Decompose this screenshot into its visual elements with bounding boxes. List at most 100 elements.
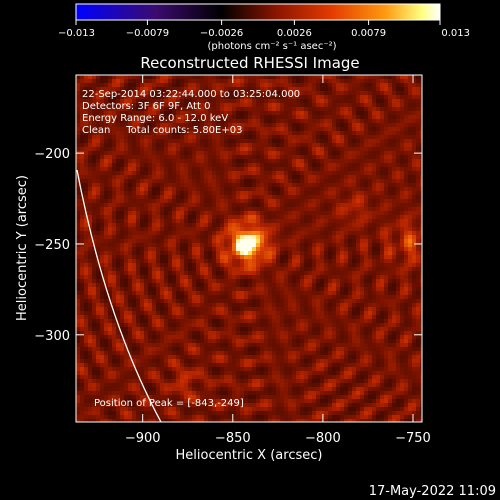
heatmap-cell [176, 183, 180, 187]
heatmap-cell [332, 99, 336, 103]
heatmap-cell [312, 167, 316, 171]
heatmap-cell [364, 139, 368, 143]
heatmap-cell [332, 283, 336, 287]
heatmap-cell [200, 279, 204, 283]
heatmap-cell [260, 211, 264, 215]
heatmap-cell [152, 147, 156, 151]
heatmap-cell [404, 199, 408, 203]
heatmap-cell [132, 175, 136, 179]
heatmap-cell [200, 267, 204, 271]
heatmap-cell [284, 103, 288, 107]
heatmap-cell [308, 211, 312, 215]
heatmap-cell [396, 167, 400, 171]
heatmap-cell [224, 171, 228, 175]
heatmap-cell [204, 275, 208, 279]
heatmap-cell [316, 95, 320, 99]
heatmap-cell [80, 87, 84, 91]
heatmap-cell [112, 107, 116, 111]
heatmap-cell [328, 139, 332, 143]
heatmap-cell [88, 151, 92, 155]
heatmap-cell [228, 75, 232, 79]
heatmap-cell [208, 187, 212, 191]
heatmap-cell [148, 171, 152, 175]
heatmap-cell [128, 107, 132, 111]
heatmap-cell [312, 143, 316, 147]
heatmap-cell [152, 87, 156, 91]
heatmap-cell [256, 79, 260, 83]
heatmap-cell [392, 91, 396, 95]
heatmap-cell [176, 291, 180, 295]
heatmap-cell [272, 115, 276, 119]
heatmap-cell [172, 291, 176, 295]
heatmap-cell [304, 179, 308, 183]
heatmap-cell [172, 215, 176, 219]
heatmap-cell [252, 243, 256, 247]
heatmap-cell [236, 83, 240, 87]
heatmap-cell [88, 199, 92, 203]
heatmap-cell [140, 299, 144, 303]
heatmap-cell [292, 179, 296, 183]
heatmap-cell [316, 287, 320, 291]
heatmap-cell [96, 179, 100, 183]
heatmap-cell [112, 75, 116, 79]
heatmap-cell [196, 131, 200, 135]
heatmap-cell [376, 223, 380, 227]
heatmap-cell [312, 275, 316, 279]
heatmap-cell [380, 259, 384, 263]
heatmap-cell [348, 199, 352, 203]
heatmap-cell [272, 159, 276, 163]
heatmap-cell [416, 75, 420, 79]
heatmap-cell [332, 195, 336, 199]
heatmap-cell [156, 291, 160, 295]
heatmap-cell [148, 155, 152, 159]
heatmap-cell [328, 259, 332, 263]
heatmap-cell [368, 151, 372, 155]
heatmap-cell [272, 151, 276, 155]
heatmap-cell [236, 103, 240, 107]
heatmap-cell [292, 87, 296, 91]
heatmap-cell [116, 263, 120, 267]
heatmap-cell [372, 291, 376, 295]
heatmap-cell [112, 143, 116, 147]
heatmap-cell [100, 123, 104, 127]
heatmap-cell [116, 227, 120, 231]
heatmap-cell [240, 275, 244, 279]
heatmap-cell [252, 211, 256, 215]
heatmap-cell [292, 83, 296, 87]
heatmap-cell [316, 255, 320, 259]
heatmap-cell [400, 87, 404, 91]
heatmap-cell [148, 299, 152, 303]
heatmap-cell [356, 183, 360, 187]
heatmap-cell [252, 171, 256, 175]
heatmap-cell [352, 295, 356, 299]
heatmap-cell [200, 87, 204, 91]
heatmap-cell [228, 263, 232, 267]
heatmap-cell [204, 263, 208, 267]
heatmap-cell [152, 159, 156, 163]
heatmap-cell [212, 259, 216, 263]
heatmap-cell [388, 275, 392, 279]
heatmap-cell [196, 239, 200, 243]
heatmap-cell [256, 151, 260, 155]
heatmap-cell [256, 239, 260, 243]
heatmap-cell [368, 291, 372, 295]
heatmap-cell [312, 223, 316, 227]
heatmap-cell [344, 191, 348, 195]
heatmap-cell [364, 167, 368, 171]
heatmap-cell [148, 91, 152, 95]
heatmap-cell [204, 187, 208, 191]
heatmap-cell [232, 119, 236, 123]
heatmap-cell [264, 187, 268, 191]
heatmap-cell [176, 187, 180, 191]
heatmap-cell [164, 259, 168, 263]
heatmap-cell [164, 183, 168, 187]
heatmap-cell [216, 295, 220, 299]
heatmap-cell [384, 171, 388, 175]
heatmap-cell [112, 195, 116, 199]
heatmap-cell [360, 139, 364, 143]
heatmap-cell [376, 251, 380, 255]
heatmap-cell [176, 275, 180, 279]
heatmap-cell [348, 119, 352, 123]
heatmap-cell [160, 299, 164, 303]
heatmap-cell [396, 299, 400, 303]
